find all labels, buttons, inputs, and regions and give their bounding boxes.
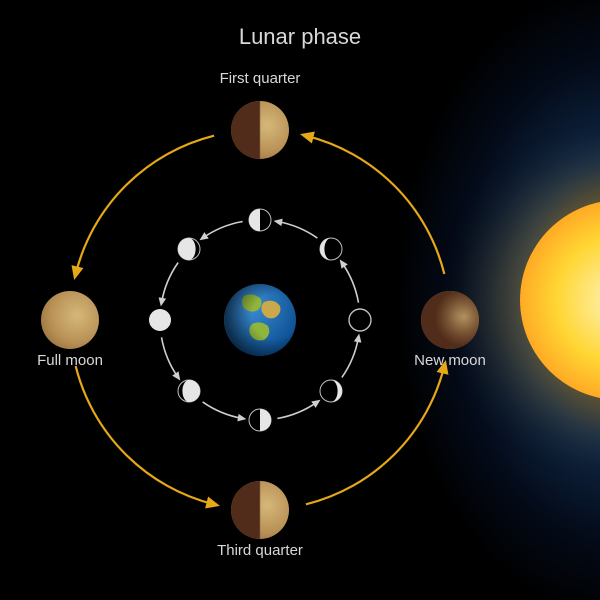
inner-phase-new bbox=[348, 308, 372, 332]
diagram-title: Lunar phase bbox=[0, 24, 600, 50]
label-first-quarter: First quarter bbox=[200, 70, 320, 87]
inner-phase-waning-crescent bbox=[319, 379, 343, 403]
outer-moon-third-quarter bbox=[231, 481, 289, 539]
label-third-quarter: Third quarter bbox=[200, 542, 320, 559]
inner-phase-full bbox=[148, 308, 172, 332]
inner-phase-waxing-gibbous bbox=[177, 237, 201, 261]
label-full: Full moon bbox=[10, 352, 130, 369]
outer-moon-first-quarter bbox=[231, 101, 289, 159]
inner-phase-third-quarter bbox=[248, 408, 272, 432]
sun bbox=[520, 200, 600, 400]
earth bbox=[224, 284, 296, 356]
label-new: New moon bbox=[390, 352, 510, 369]
outer-moon-new bbox=[421, 291, 479, 349]
inner-phase-waxing-crescent bbox=[319, 237, 343, 261]
inner-phase-first-quarter bbox=[248, 208, 272, 232]
inner-phase-waning-gibbous bbox=[177, 379, 201, 403]
outer-moon-full bbox=[41, 291, 99, 349]
